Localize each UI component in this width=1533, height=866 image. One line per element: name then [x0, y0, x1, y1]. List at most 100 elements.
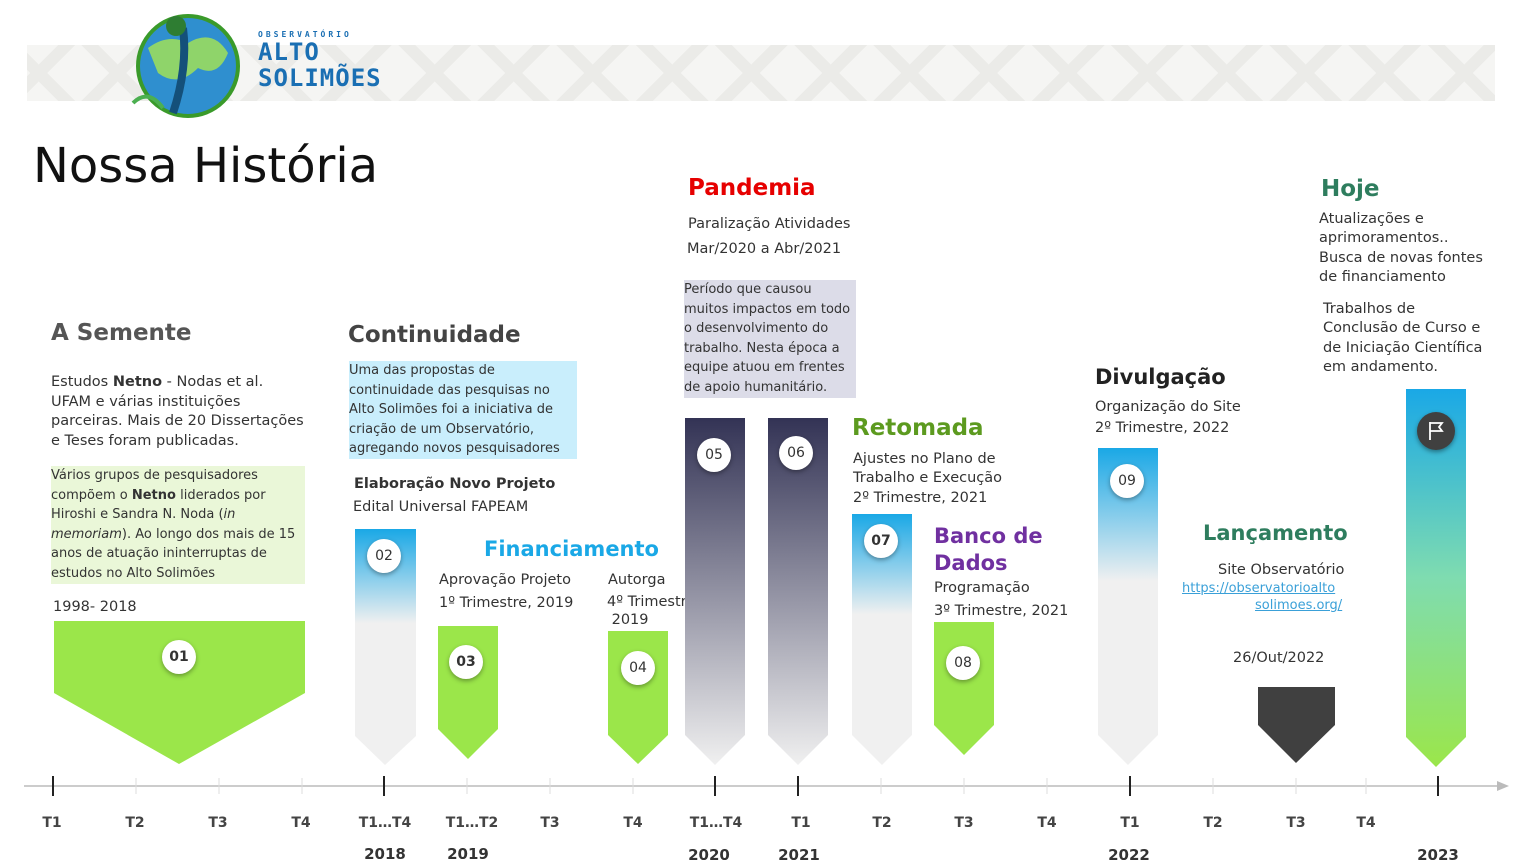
event-03-line1: Aprovação Projeto — [439, 572, 571, 588]
event-02-sub-bold: Elaboração Novo Projeto — [354, 476, 556, 492]
event-02-sub: Edital Universal FAPEAM — [353, 499, 529, 515]
event-03-line2: 1º Trimestre, 2019 — [439, 595, 574, 611]
tick-label: T1…T4 — [689, 815, 743, 831]
marker-09: 09 — [1110, 464, 1144, 498]
tick-label: T1 — [791, 815, 811, 831]
logo-line1: ALTO — [258, 38, 320, 66]
event-01-text-post: - Nodas et al. UFAM e várias instituiçõe… — [51, 374, 304, 449]
event-11-m3: de Iniciação Científica — [1323, 340, 1483, 356]
tick-label: T2 — [125, 815, 145, 831]
event-02-box: Uma das propostas de continuidade das pe… — [349, 361, 577, 459]
event-05-shape — [685, 418, 745, 765]
marker-08: 08 — [946, 646, 980, 680]
event-07-shape — [852, 514, 912, 765]
marker-01: 01 — [162, 640, 196, 674]
event-11-l1: Atualizações e — [1319, 211, 1424, 227]
event-10-line1: Site Observatório — [1218, 562, 1345, 578]
event-10-link-line1[interactable]: https://observatorioalto — [1182, 581, 1336, 596]
tick-label: T2 — [872, 815, 892, 831]
logo-line2: SOLIMÕES — [258, 64, 382, 92]
event-01-period: 1998- 2018 — [53, 599, 137, 615]
logo-globe-icon — [131, 14, 240, 118]
event-11-m1: Trabalhos de — [1323, 301, 1416, 317]
event-04-line3: 2019 — [607, 612, 649, 628]
event-10-link-line2[interactable]: solimoes.org/ — [1255, 598, 1343, 613]
event-01-box-italic: in memoriam — [51, 507, 236, 542]
marker-05: 05 — [697, 438, 731, 472]
event-11-l2: aprimoramentos.. — [1319, 230, 1449, 246]
logo-small: OBSERVATÓRIO — [258, 30, 352, 39]
event-05-line2: Mar/2020 a Abr/2021 — [687, 241, 842, 257]
event-05-box: Período que causou muitos impactos em to… — [684, 280, 856, 398]
tick-label: T3 — [540, 815, 560, 831]
event-05-heading: Pandemia — [688, 175, 816, 201]
year-label: 2019 — [447, 845, 489, 863]
marker-02: 02 — [367, 539, 401, 573]
event-01-text: Estudos Netno - Nodas et al. UFAM e vári… — [51, 373, 306, 451]
event-09-line1: Organização do Site — [1095, 399, 1241, 415]
year-label: 2023 — [1417, 846, 1459, 864]
event-01-box-mid: liderados por Hiroshi e Sandra N. Noda ( — [51, 487, 266, 523]
event-07-heading: Retomada — [852, 415, 984, 441]
event-11-l4: de financiamento — [1319, 269, 1446, 285]
tick-label: T3 — [954, 815, 974, 831]
marker-04: 04 — [621, 651, 655, 685]
tick-label: T4 — [623, 815, 643, 831]
event-09-line2: 2º Trimestre, 2022 — [1095, 420, 1230, 436]
event-11-heading: Hoje — [1321, 176, 1380, 202]
event-07-line2: Trabalho e Execução — [853, 470, 1003, 486]
event-03-heading: Financiamento — [484, 537, 659, 561]
event-10-date: 26/Out/2022 — [1233, 650, 1325, 666]
event-01-box: Vários grupos de pesquisadores compõem o… — [51, 466, 305, 584]
year-label: 2020 — [688, 846, 730, 864]
tick-label: T1…T2 — [445, 815, 499, 831]
tick-label: T3 — [1286, 815, 1306, 831]
tick-label: T1 — [1120, 815, 1140, 831]
event-07-line1: Ajustes no Plano de — [853, 451, 996, 467]
tick-label: T1 — [42, 815, 62, 831]
tick-label: T2 — [1203, 815, 1223, 831]
event-08-line2: 3º Trimestre, 2021 — [934, 603, 1069, 619]
event-04-line2: 4º Trimestre, — [607, 594, 700, 610]
flag-icon — [1417, 412, 1455, 450]
header-banner — [27, 45, 1495, 101]
timeline-axis — [24, 776, 1509, 796]
event-01-box-pre: Vários grupos de pesquisadores compõem o — [51, 468, 258, 503]
event-01-text-bold: Netno — [112, 374, 163, 390]
tick-label: T1…T4 — [358, 815, 412, 831]
event-02-shape — [355, 529, 416, 765]
event-01-heading: A Semente — [51, 320, 192, 346]
year-label: 2022 — [1108, 846, 1150, 864]
event-08-shape — [934, 622, 994, 755]
event-06-shape — [768, 418, 828, 765]
event-11-shape — [1406, 389, 1466, 767]
event-11-l3: Busca de novas fontes — [1319, 250, 1483, 266]
year-label: 2018 — [364, 845, 406, 863]
event-08-heading2: Dados — [934, 551, 1008, 575]
event-08-heading1: Banco de — [934, 524, 1043, 548]
event-10-heading: Lançamento — [1203, 521, 1348, 545]
event-09-shape — [1098, 448, 1158, 765]
year-label: 2021 — [778, 846, 820, 864]
event-01-text-pre: Estudos — [51, 374, 113, 390]
marker-03: 03 — [449, 645, 483, 679]
logo — [128, 8, 408, 120]
event-11-m4: em andamento. — [1323, 359, 1438, 375]
logo-text: OBSERVATÓRIO ALTO SOLIMÕES — [258, 30, 382, 91]
event-07-line3: 2º Trimestre, 2021 — [853, 490, 988, 506]
event-10-shape — [1258, 687, 1335, 763]
tick-label: T4 — [1037, 815, 1057, 831]
event-01-box-bold: Netno — [131, 487, 176, 503]
event-08-line1: Programação — [934, 580, 1030, 596]
marker-07: 07 — [864, 524, 898, 558]
marker-06: 06 — [779, 436, 813, 470]
tick-label: T4 — [1356, 815, 1376, 831]
tick-label: T4 — [291, 815, 311, 831]
tick-label: T3 — [208, 815, 228, 831]
event-02-heading: Continuidade — [348, 322, 521, 348]
event-01-shape — [54, 621, 305, 764]
event-09-heading: Divulgação — [1095, 365, 1226, 389]
event-05-line1: Paralização Atividades — [688, 216, 851, 232]
event-11-m2: Conclusão de Curso e — [1323, 320, 1481, 336]
event-01-box-post: ). Ao longo dos mais de 15 anos de atuaç… — [51, 526, 296, 581]
